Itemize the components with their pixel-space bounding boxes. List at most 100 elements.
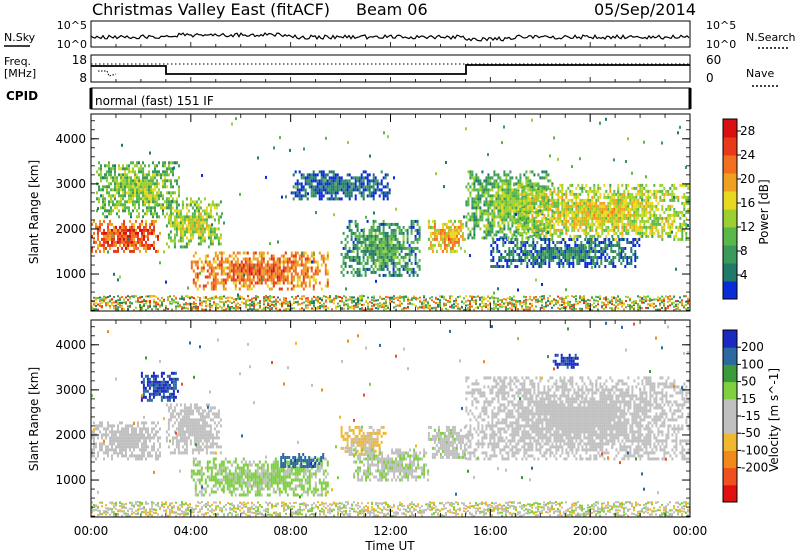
power-colorbar-tick: 28	[740, 124, 755, 138]
cpid-label: CPID	[6, 89, 38, 103]
freq-trace	[91, 64, 690, 75]
nsky-tick-bottom: 10^0	[57, 38, 87, 51]
velocity-colorbar-swatch	[723, 416, 737, 434]
x-tick-label: 04:00	[174, 524, 209, 538]
velocity-colorbar-swatch	[723, 381, 737, 400]
x-axis-label: Time UT	[364, 539, 415, 553]
nsky-label: N.Sky	[4, 31, 36, 44]
freq-label-line2: [MHz]	[4, 67, 36, 80]
velocity-colorbar-swatch	[723, 398, 737, 417]
x-tick-label: 08:00	[273, 524, 308, 538]
velocity-colorbar-tick: 15	[741, 392, 756, 406]
velocity-echo-region	[552, 353, 579, 369]
velocity-ytick-label: 3000	[55, 383, 86, 397]
x-tick-label: 20:00	[573, 524, 608, 538]
velocity-echo-region	[353, 448, 430, 482]
power-colorbar-tick: 12	[740, 220, 755, 234]
velocity-echo-region	[465, 376, 690, 461]
power-colorbar-tick: 4	[740, 268, 748, 282]
power-colorbar-swatch	[723, 155, 737, 174]
velocity-echo-region	[280, 453, 325, 468]
velocity-colorbar-swatch	[723, 433, 737, 451]
power-ylabel: Slant Range [km]	[27, 160, 41, 264]
nsky-panel: N.Sky 10^5 10^0 10^5 10^0 N.Search	[4, 19, 796, 51]
power-colorbar-tick: 24	[740, 148, 755, 162]
beam-label: Beam 06	[356, 0, 428, 19]
power-ytick-label: 3000	[55, 177, 86, 191]
power-echo-region	[96, 161, 180, 219]
power-colorbar-swatch	[723, 119, 737, 138]
freq-label-line1: Freq.	[4, 55, 31, 68]
nsearch-tick-bottom: 10^0	[706, 38, 736, 51]
power-echo-region	[190, 251, 329, 291]
power-ytick-label: 4000	[55, 132, 86, 146]
freq-panel: Freq. [MHz] 18 8 60 0 Nave	[4, 42, 778, 87]
velocity-echo-region	[340, 425, 387, 456]
velocity-colorbar-swatch	[723, 450, 737, 469]
nave-tick-bottom: 0	[706, 71, 714, 85]
freq-tick-bottom: 8	[79, 71, 87, 85]
velocity-colorbar-tick: -50	[741, 426, 761, 440]
power-colorbar-swatch	[723, 209, 737, 228]
x-tick-label: 12:00	[373, 524, 408, 538]
velocity-colorbar-swatch	[723, 467, 737, 486]
power-axes: 1000 2000 3000 4000	[55, 114, 691, 311]
velocity-echo-region	[165, 403, 222, 455]
power-colorbar-swatch	[723, 227, 737, 246]
power-colorbar-swatch	[723, 173, 737, 192]
velocity-ground-scatter	[91, 321, 690, 517]
power-colorbar-swatch	[723, 281, 737, 300]
power-colorbar: 4 8 12 16 20 24 28	[722, 118, 755, 300]
power-echo-region	[91, 219, 161, 253]
plot-date: 05/Sep/2014	[594, 0, 696, 19]
power-colorbar-swatch	[723, 263, 737, 282]
nave-tick-top: 60	[706, 53, 721, 67]
x-tick-label: 16:00	[473, 524, 508, 538]
nsearch-label: N.Search	[746, 31, 796, 44]
freq-tick-top: 18	[72, 53, 87, 67]
velocity-echoes	[91, 321, 690, 517]
power-colorbar-label: Power [dB]	[757, 179, 771, 244]
velocity-colorbar-tick: 100	[741, 357, 764, 371]
power-colorbar-swatch	[723, 191, 737, 210]
power-echo-region	[290, 170, 391, 201]
velocity-colorbar-swatch	[723, 330, 737, 348]
velocity-colorbar-swatch	[723, 364, 737, 383]
power-echo-region	[340, 219, 421, 277]
nsky-trace	[90, 32, 690, 42]
nsearch-tick-top: 10^5	[706, 19, 736, 32]
velocity-colorbar-label: Velocity [m s^-1]	[767, 368, 781, 472]
power-colorbar-swatch	[723, 245, 737, 264]
velocity-axes: 1000 2000 3000 4000 00:00 04:00 08:00 12:00 16:0…	[55, 320, 707, 538]
velocity-echo-region	[140, 371, 179, 402]
plot-title: Christmas Valley East (fitACF)	[92, 0, 330, 19]
x-tick-label: 00:00	[673, 524, 708, 538]
power-colorbar-tick: 20	[740, 172, 755, 186]
velocity-colorbar-tick: 50	[741, 375, 756, 389]
velocity-colorbar-tick: 200	[741, 340, 764, 354]
cpid-text: normal (fast) 151 IF	[95, 94, 214, 108]
nave-label: Nave	[746, 67, 774, 80]
power-colorbar-tick: 16	[740, 196, 755, 210]
power-colorbar-tick: 8	[740, 244, 748, 258]
freq-dip	[98, 70, 117, 77]
power-echoes	[91, 117, 690, 311]
nsky-tick-top: 10^5	[57, 19, 87, 32]
power-echo-region	[490, 238, 641, 268]
power-ytick-label: 2000	[55, 222, 86, 236]
power-colorbar-swatch	[723, 137, 737, 156]
power-ytick-label: 1000	[55, 267, 86, 281]
velocity-echo-region	[190, 457, 329, 497]
velocity-ylabel: Slant Range [km]	[27, 367, 41, 471]
velocity-colorbar: 200 100 50 15 -15 -50 -100 -200	[722, 329, 768, 503]
x-tick-label: 00:00	[74, 524, 109, 538]
power-echo-region	[515, 183, 690, 241]
velocity-echo-region	[91, 421, 161, 461]
velocity-echo-region	[427, 425, 466, 459]
power-echo-region	[427, 219, 466, 253]
velocity-ytick-label: 4000	[55, 338, 86, 352]
velocity-colorbar-swatch	[723, 347, 737, 365]
velocity-ytick-label: 1000	[55, 473, 86, 487]
velocity-colorbar-swatch	[723, 484, 737, 503]
